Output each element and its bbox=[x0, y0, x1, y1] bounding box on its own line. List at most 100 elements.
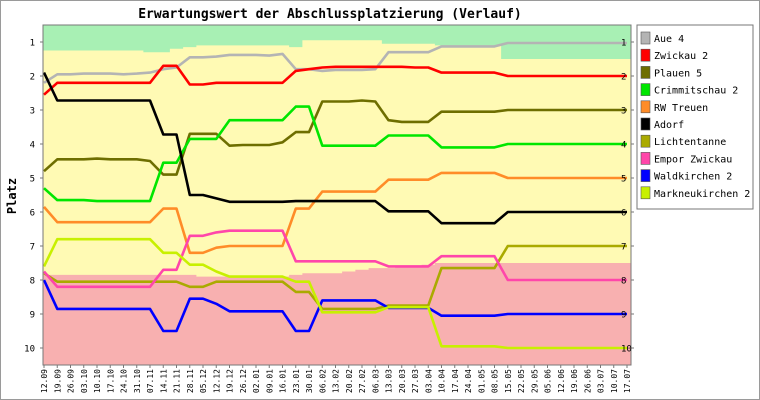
legend-label-6: Lichtentanne bbox=[654, 137, 726, 148]
y-tick-label-left: 3 bbox=[30, 107, 35, 117]
y-tick-label-left: 7 bbox=[30, 243, 35, 253]
legend-label-1: Zwickau 2 bbox=[654, 51, 708, 62]
legend-swatch-5 bbox=[640, 117, 651, 131]
x-tick-label: 19.06 bbox=[570, 369, 579, 393]
x-tick-label: 13.03 bbox=[385, 369, 394, 393]
x-tick-label: 10.07 bbox=[610, 369, 619, 393]
plot-border bbox=[42, 24, 632, 366]
x-tick-label: 12.06 bbox=[557, 369, 566, 393]
x-tick-label: 15.05 bbox=[504, 369, 513, 393]
series-line-2 bbox=[43, 99, 627, 176]
x-tick-label: 05.12 bbox=[199, 369, 208, 393]
legend-swatch-6 bbox=[640, 134, 651, 148]
y-tick-label-left: 5 bbox=[30, 175, 35, 185]
x-tick-label: 10.04 bbox=[438, 369, 447, 393]
y-tick-label-right: 7 bbox=[621, 243, 626, 253]
y-tick-label-left: 10 bbox=[24, 345, 35, 355]
x-tick-label: 13.02 bbox=[332, 369, 341, 393]
legend-swatch-7 bbox=[640, 152, 651, 165]
x-tick-label: 06.03 bbox=[371, 369, 380, 393]
x-tick-label: 01.05 bbox=[477, 369, 486, 393]
legend-label-4: RW Treuen bbox=[654, 103, 708, 114]
y-tick-label-left: 4 bbox=[30, 141, 35, 151]
x-tick-label: 09.01 bbox=[265, 369, 274, 393]
x-tick-label: 12.12 bbox=[212, 369, 221, 393]
x-tick-label: 17.07 bbox=[623, 369, 632, 393]
x-tick-label: 31.10 bbox=[133, 369, 142, 393]
y-tick-label-left: 8 bbox=[30, 277, 35, 287]
x-tick-label: 02.01 bbox=[252, 369, 261, 393]
x-tick-label: 21.11 bbox=[173, 369, 182, 393]
y-tick-label-right: 5 bbox=[621, 175, 626, 185]
x-tick-label: 26.06 bbox=[583, 369, 592, 393]
x-tick-label: 14.11 bbox=[159, 369, 168, 393]
y-tick-label-right: 6 bbox=[621, 209, 626, 219]
series-line-9 bbox=[42, 237, 627, 350]
legend-swatch-9 bbox=[640, 186, 651, 200]
legend-label-3: Crimmitschau 2 bbox=[654, 86, 738, 97]
x-tick-label: 27.03 bbox=[411, 369, 420, 393]
y-tick-label-left: 1 bbox=[30, 39, 35, 49]
legend-box bbox=[636, 24, 754, 210]
y-tick-label-left: 6 bbox=[30, 209, 35, 219]
x-tick-label: 10.10 bbox=[93, 369, 102, 393]
legend-label-7: Empor Zwickau bbox=[654, 154, 732, 165]
legend-label-2: Plauen 5 bbox=[654, 68, 702, 79]
series-line-6 bbox=[43, 244, 627, 311]
legend-label-9: Markneukirchen 2 bbox=[654, 189, 750, 200]
legend-swatch-2 bbox=[640, 66, 651, 79]
x-tick-label: 20.02 bbox=[345, 369, 354, 393]
y-axis-label: Platz bbox=[5, 178, 19, 214]
y-tick-label-right: 3 bbox=[621, 107, 626, 117]
x-tick-label: 12.09 bbox=[40, 369, 49, 393]
x-tick-label: 07.11 bbox=[146, 369, 155, 393]
series-line-8 bbox=[42, 279, 627, 333]
y-tick-label-left: 2 bbox=[30, 73, 35, 83]
series-line-1 bbox=[43, 64, 627, 96]
y-ticks-left: 1 2 3 4 5 6 7 8 9 10 bbox=[24, 39, 43, 355]
legend-swatch-0 bbox=[640, 31, 651, 45]
x-tick-label: 19.12 bbox=[226, 369, 235, 393]
legend-swatch-8 bbox=[640, 169, 651, 182]
x-tick-label: 23.01 bbox=[292, 369, 301, 393]
x-tick-label: 17.10 bbox=[106, 369, 115, 393]
legend: Aue 4 Zwickau 2 Plauen 5 Crimmitschau 2 RW T… bbox=[636, 24, 754, 210]
series-line-4 bbox=[43, 171, 627, 255]
x-tick-label: 16.01 bbox=[279, 369, 288, 393]
x-tick-label: 05.06 bbox=[544, 369, 553, 393]
x-tick-label: 27.02 bbox=[358, 369, 367, 393]
series-line-7 bbox=[43, 229, 627, 289]
chart-title: Erwartungswert der Abschlussplatzierung … bbox=[138, 7, 522, 22]
y-tick-label-right: 9 bbox=[621, 311, 626, 321]
legend-swatch-4 bbox=[640, 100, 651, 114]
x-tick-label: 03.07 bbox=[597, 369, 606, 393]
x-ticks: 12.09 19.09 26.09 03.10 10.10 17.10 24.10 31.10… bbox=[40, 365, 632, 393]
y-ticks-right: 1 2 3 4 5 6 7 8 9 10 bbox=[621, 39, 634, 355]
series-line-5 bbox=[42, 72, 627, 225]
y-tick-label-right: 2 bbox=[621, 73, 626, 83]
x-tick-label: 29.05 bbox=[530, 369, 539, 393]
y-tick-label-right: 4 bbox=[621, 141, 626, 151]
series-layer bbox=[42, 41, 627, 350]
series-line-3 bbox=[43, 105, 627, 203]
x-tick-label: 22.05 bbox=[517, 369, 526, 393]
y-tick-label-right: 10 bbox=[621, 345, 632, 355]
x-tick-label: 28.11 bbox=[186, 369, 195, 393]
legend-swatch-3 bbox=[640, 83, 651, 96]
legend-swatch-1 bbox=[640, 48, 651, 62]
x-tick-label: 03.10 bbox=[80, 369, 89, 393]
legend-label-0: Aue 4 bbox=[654, 34, 684, 45]
x-tick-label: 03.04 bbox=[424, 369, 433, 393]
y-tick-label-right: 8 bbox=[621, 277, 626, 287]
zone-promotion bbox=[43, 25, 631, 59]
legend-label-5: Adorf bbox=[654, 120, 684, 131]
x-tick-label: 30.01 bbox=[305, 369, 314, 393]
y-tick-label-left: 9 bbox=[30, 311, 35, 321]
x-tick-label: 20.03 bbox=[398, 369, 407, 393]
y-tick-label-right: 1 bbox=[621, 39, 626, 49]
legend-label-8: Waldkirchen 2 bbox=[654, 172, 732, 183]
x-tick-label: 26.12 bbox=[239, 369, 248, 393]
x-tick-label: 24.10 bbox=[120, 369, 129, 393]
x-tick-label: 26.09 bbox=[67, 369, 76, 393]
